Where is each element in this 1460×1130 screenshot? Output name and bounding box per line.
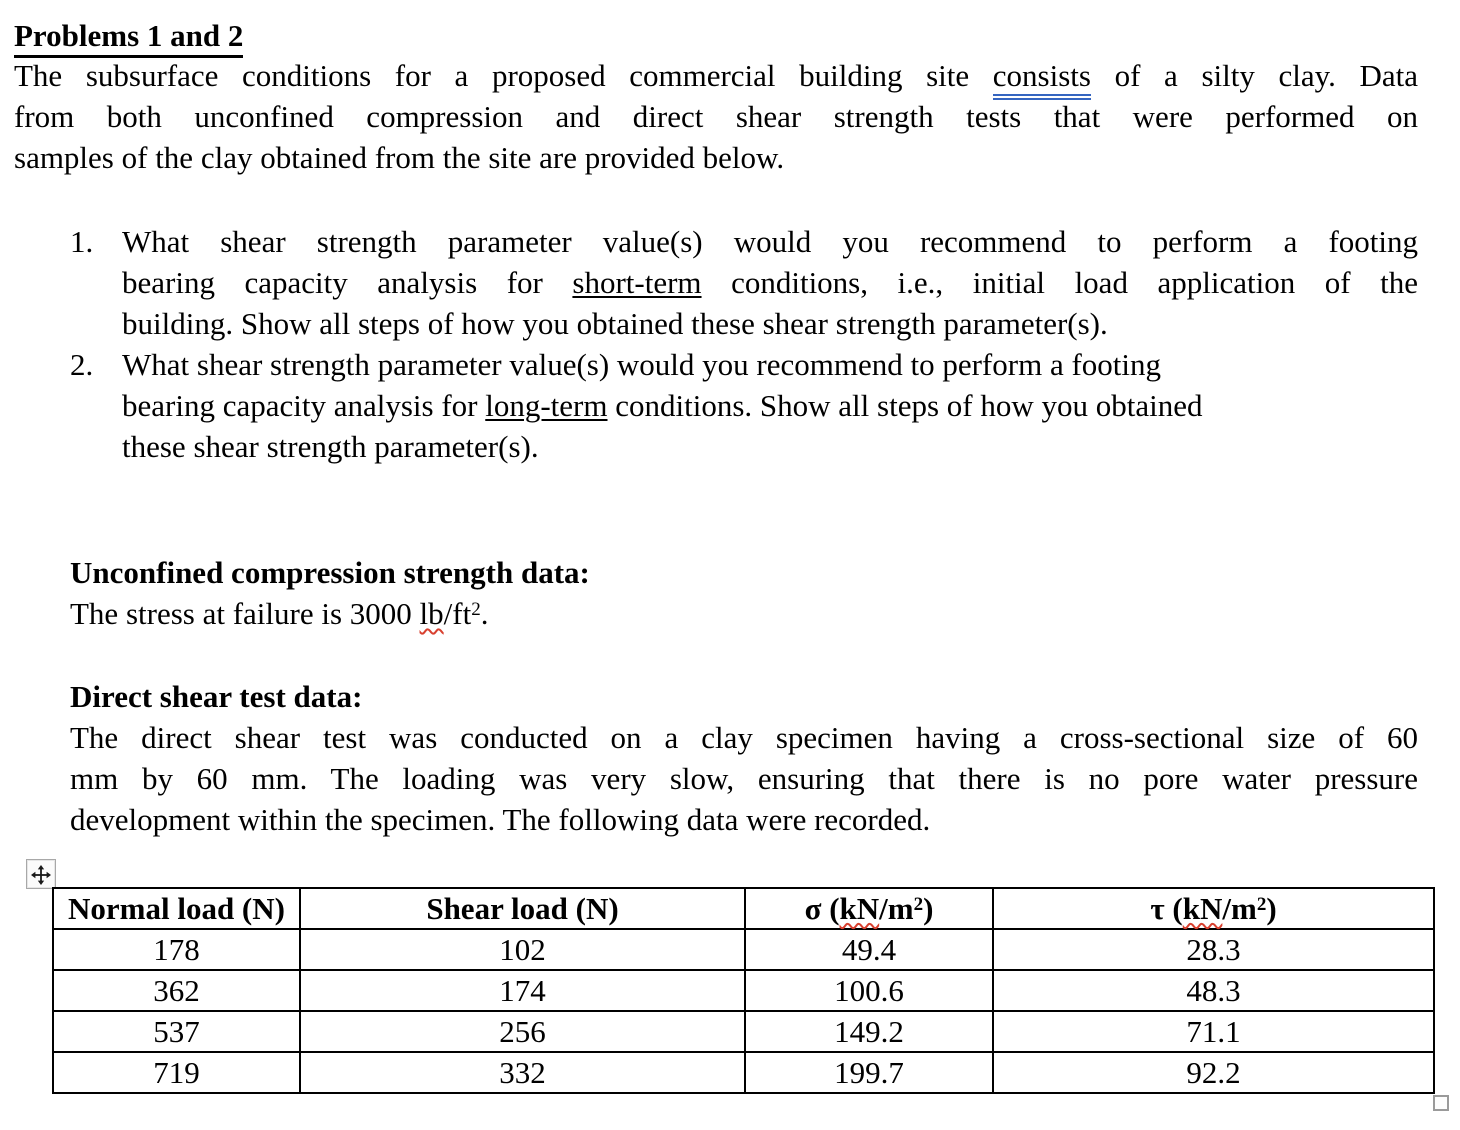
text-segment: . bbox=[480, 596, 489, 631]
table-cell: 256 bbox=[299, 1010, 746, 1053]
header-sigma: σ (kN/m2) bbox=[744, 887, 994, 930]
misspelled-word: kN bbox=[1182, 890, 1223, 926]
superscript: 2 bbox=[471, 599, 481, 620]
unconfined-section: Unconfined compression strength data: Th… bbox=[70, 552, 1418, 634]
table-row: 178 102 49.4 28.3 bbox=[52, 928, 1435, 971]
table-cell: 49.4 bbox=[744, 928, 994, 971]
text-segment: The stress at failure is 3000 bbox=[70, 596, 420, 631]
text-segment: ) bbox=[1266, 890, 1277, 926]
table-cell: 332 bbox=[299, 1051, 746, 1094]
title-block: Problems 1 and 2 bbox=[14, 15, 244, 58]
text-segment: conditions. Show all steps of how you ob… bbox=[607, 388, 1203, 423]
table-cell: 48.3 bbox=[992, 969, 1435, 1012]
move-arrows-icon bbox=[31, 854, 51, 895]
table-cell: 28.3 bbox=[992, 928, 1435, 971]
misspelled-word: lb bbox=[419, 596, 444, 631]
question-2-line-3: these shear strength parameter(s). bbox=[122, 429, 539, 464]
table-header-row: Normal load (N) Shear load (N) σ (kN/m2)… bbox=[52, 887, 1435, 930]
question-2-line-1: What shear strength parameter value(s) w… bbox=[122, 347, 1161, 382]
question-list: 1. What shear strength parameter value(s… bbox=[70, 221, 1418, 467]
question-item-1: 1. What shear strength parameter value(s… bbox=[70, 221, 1418, 344]
grammar-flagged-word: consists bbox=[992, 58, 1091, 100]
table-cell: 92.2 bbox=[992, 1051, 1435, 1094]
direct-shear-line-2: mm by 60 mm. The loading was very slow, … bbox=[70, 761, 1418, 796]
table-resize-handle[interactable] bbox=[1433, 1095, 1449, 1111]
question-text: What shear strength parameter value(s) w… bbox=[122, 344, 1418, 467]
intro-line-1: The subsurface conditions for a proposed… bbox=[14, 55, 1418, 100]
underlined-term: long-term bbox=[485, 388, 608, 423]
unconfined-body: The stress at failure is 3000 lb/ft2. bbox=[70, 593, 1418, 634]
misspelled-word: kN bbox=[839, 890, 880, 926]
underlined-term: short-term bbox=[572, 265, 702, 300]
intro-paragraph: The subsurface conditions for a proposed… bbox=[14, 55, 1418, 178]
table-cell: 719 bbox=[52, 1051, 301, 1094]
text-segment: /m bbox=[879, 890, 914, 926]
table-row: 362 174 100.6 48.3 bbox=[52, 969, 1435, 1012]
question-text: What shear strength parameter value(s) w… bbox=[122, 221, 1418, 344]
direct-shear-section: Direct shear test data: The direct shear… bbox=[70, 676, 1418, 840]
table-row: 537 256 149.2 71.1 bbox=[52, 1010, 1435, 1053]
table-cell: 100.6 bbox=[744, 969, 994, 1012]
table-move-handle[interactable] bbox=[26, 859, 56, 889]
direct-shear-heading: Direct shear test data: bbox=[70, 679, 363, 714]
unconfined-heading: Unconfined compression strength data: bbox=[70, 555, 590, 590]
text-segment: The subsurface conditions for a proposed… bbox=[14, 58, 993, 93]
text-segment: σ ( bbox=[804, 890, 840, 926]
shear-test-table: Normal load (N) Shear load (N) σ (kN/m2)… bbox=[52, 887, 1435, 1094]
direct-shear-line-3: development within the specimen. The fol… bbox=[70, 802, 931, 837]
table-cell: 362 bbox=[52, 969, 301, 1012]
text-segment: bearing capacity analysis for bbox=[122, 388, 486, 423]
direct-shear-line-1: The direct shear test was conducted on a… bbox=[70, 720, 1418, 755]
question-item-2: 2. What shear strength parameter value(s… bbox=[70, 344, 1418, 467]
text-segment: /ft bbox=[443, 596, 472, 631]
table-cell: 199.7 bbox=[744, 1051, 994, 1094]
text-segment: conditions, i.e., initial load applicati… bbox=[701, 265, 1418, 300]
header-shear-load: Shear load (N) bbox=[299, 887, 746, 930]
header-tau: τ (kN/m2) bbox=[992, 887, 1435, 930]
table-cell: 71.1 bbox=[992, 1010, 1435, 1053]
superscript: 2 bbox=[913, 893, 924, 915]
table-cell: 149.2 bbox=[744, 1010, 994, 1053]
intro-line-3: samples of the clay obtained from the si… bbox=[14, 140, 785, 175]
question-number: 1. bbox=[70, 224, 94, 259]
text-segment: /m bbox=[1222, 890, 1257, 926]
shear-test-table-wrap: Normal load (N) Shear load (N) σ (kN/m2)… bbox=[52, 887, 1435, 1094]
text-segment: bearing capacity analysis for bbox=[122, 265, 573, 300]
table-cell: 102 bbox=[299, 928, 746, 971]
question-number: 2. bbox=[70, 347, 94, 382]
text-segment: τ ( bbox=[1150, 890, 1183, 926]
question-2-line-2: bearing capacity analysis for long-term … bbox=[122, 385, 1418, 426]
page-title: Problems 1 and 2 bbox=[14, 19, 244, 58]
table-cell: 537 bbox=[52, 1010, 301, 1053]
table-row: 719 332 199.7 92.2 bbox=[52, 1051, 1435, 1094]
question-1-line-2: bearing capacity analysis for short-term… bbox=[122, 262, 1418, 303]
question-1-line-1: What shear strength parameter value(s) w… bbox=[122, 224, 1418, 259]
superscript: 2 bbox=[1256, 893, 1267, 915]
header-normal-load: Normal load (N) bbox=[52, 887, 301, 930]
question-1-line-3: building. Show all steps of how you obta… bbox=[122, 306, 1108, 341]
text-segment: ) bbox=[923, 890, 934, 926]
intro-line-2: from both unconfined compression and dir… bbox=[14, 99, 1418, 134]
text-segment: of a silty clay. Data bbox=[1090, 58, 1418, 93]
table-cell: 174 bbox=[299, 969, 746, 1012]
table-cell: 178 bbox=[52, 928, 301, 971]
